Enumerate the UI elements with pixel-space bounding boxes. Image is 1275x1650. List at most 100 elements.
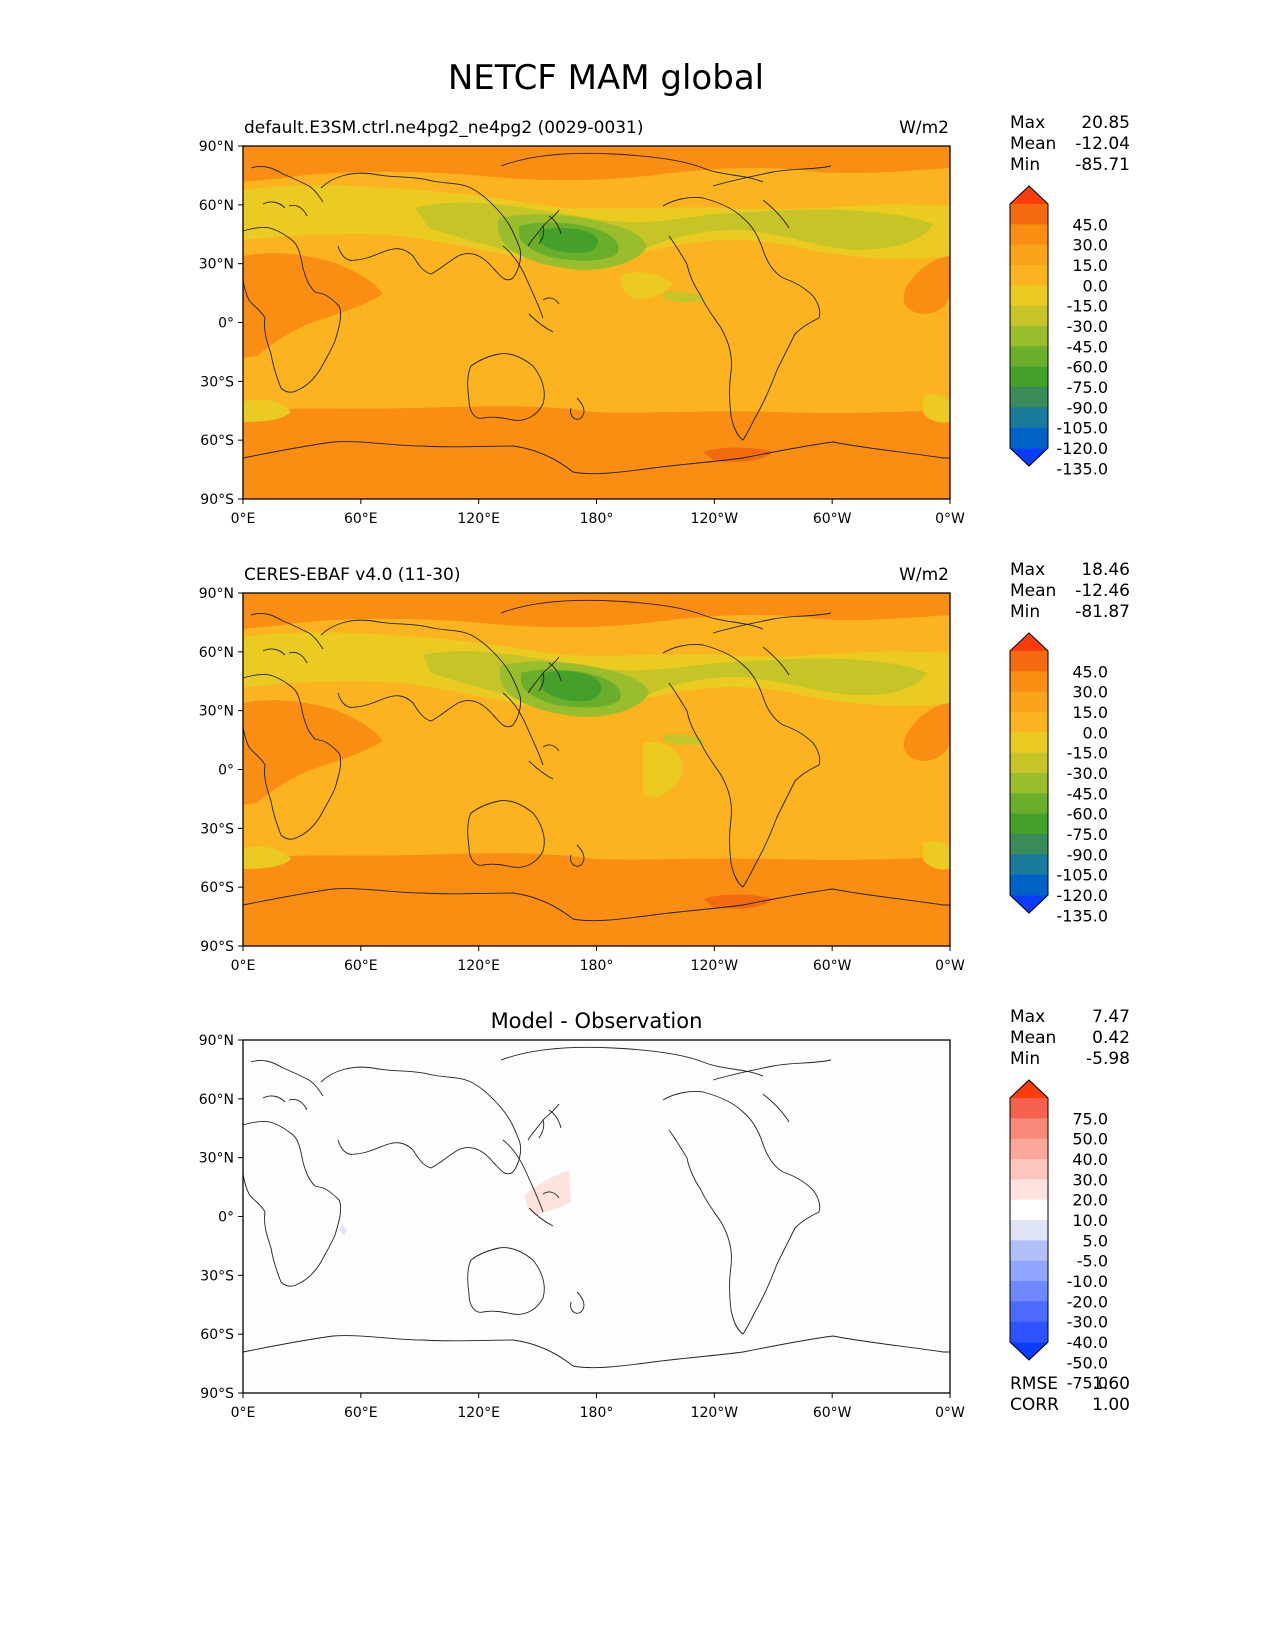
stat-label-max: Max: [1010, 113, 1045, 133]
rmse-value: 1.60: [1092, 1374, 1130, 1394]
colorbar-label: 10.0: [1072, 1211, 1108, 1230]
panel-units: W/m2: [899, 118, 949, 138]
lat-tick-label: 0°: [218, 316, 234, 332]
corr-value: 1.00: [1092, 1395, 1130, 1415]
stat-value-min: -5.98: [1086, 1049, 1130, 1069]
lon-tick-label: 0°E: [231, 511, 256, 527]
stat-label-max: Max: [1010, 560, 1045, 580]
panel-center-title: Model - Observation: [491, 1009, 703, 1033]
lat-tick-label: 90°S: [200, 939, 234, 955]
positive-anomaly-patch: [525, 1170, 571, 1216]
colorbar-segment: [1010, 204, 1048, 225]
colorbar-extend-top: [1010, 186, 1048, 204]
panel-left-title: default.E3SM.ctrl.ne4pg2_ne4pg2 (0029-00…: [244, 118, 644, 138]
panel-units: W/m2: [899, 565, 949, 585]
lat-tick-label: 0°: [218, 763, 234, 779]
colorbar-segment: [1010, 1220, 1048, 1241]
colorbar-label: -75.0: [1067, 825, 1108, 844]
colorbar-segment: [1010, 793, 1048, 815]
colorbar-segment: [1010, 1321, 1048, 1343]
colorbar-segment: [1010, 407, 1048, 429]
colorbar-label: -30.0: [1067, 1313, 1108, 1332]
colorbar-label: -120.0: [1056, 886, 1108, 905]
colorbar-segment: [1010, 834, 1048, 855]
colorbar-outline: [1009, 185, 1049, 467]
colorbar-label: -90.0: [1067, 845, 1108, 864]
colorbar-segment: [1010, 366, 1048, 388]
lon-tick-label: 120°W: [691, 511, 739, 527]
lon-tick-label: 0°W: [935, 1405, 965, 1421]
colorbar-segment: [1010, 712, 1048, 733]
corr-label: CORR: [1010, 1395, 1059, 1415]
lon-tick-label: 60°E: [344, 958, 378, 974]
colorbar-segment: [1010, 1281, 1048, 1302]
lon-tick-label: 60°E: [344, 511, 378, 527]
colorbar-segment: [1010, 691, 1048, 713]
colorbar-label: 40.0: [1072, 1150, 1108, 1169]
lon-tick-label: 180°: [580, 511, 614, 527]
stat-value-min: -81.87: [1075, 602, 1130, 622]
lat-tick-label: 90°S: [200, 1386, 234, 1402]
lat-tick-label: 0°: [218, 1210, 234, 1226]
lon-tick-label: 60°W: [813, 958, 852, 974]
colorbar-label: -75.0: [1067, 1374, 1108, 1393]
colorbar-segment: [1010, 346, 1048, 368]
colorbar-segment: [1010, 1301, 1048, 1323]
colorbar-segment: [1010, 651, 1048, 672]
colorbar-label: -45.0: [1067, 784, 1108, 803]
colorbar-2: 75.0 50.040.030.0 20.010.05.0 -5.0-10.0-20.…: [1009, 1079, 1108, 1393]
figure-title: NETCF MAM global: [448, 58, 764, 98]
lon-tick-label: 120°W: [691, 1405, 739, 1421]
lat-tick-label: 60°N: [199, 1092, 234, 1108]
colorbar-segment: [1010, 244, 1048, 266]
colorbar-label: 0.0: [1083, 276, 1108, 295]
colorbar-segment: [1010, 326, 1048, 347]
colorbar-label: -5.0: [1077, 1252, 1108, 1271]
stat-label-mean: Mean: [1010, 581, 1056, 601]
colorbar-segment: [1010, 813, 1048, 835]
contour-fills: [243, 593, 950, 946]
stat-label-mean: Mean: [1010, 134, 1056, 154]
lat-tick-label: 60°S: [200, 1327, 234, 1343]
lat-tick-label: 90°S: [200, 492, 234, 508]
lon-tick-label: 0°E: [231, 1405, 256, 1421]
colorbar-segment: [1010, 305, 1048, 327]
colorbar-segment: [1010, 1199, 1048, 1221]
rmse-label: RMSE: [1010, 1374, 1058, 1394]
stat-value-max: 20.85: [1081, 113, 1130, 133]
stat-label-mean: Mean: [1010, 1028, 1056, 1048]
lat-tick-label: 30°S: [200, 1268, 234, 1284]
colorbar-extend-bottom: [1010, 448, 1048, 466]
lat-tick-label: 30°N: [199, 704, 234, 720]
colorbar-segment: [1010, 773, 1048, 794]
colorbar-outline: [1009, 632, 1049, 914]
colorbar-label: -15.0: [1067, 744, 1108, 763]
colorbar-extend-bottom: [1010, 1342, 1048, 1360]
colorbar-label: 20.0: [1072, 1191, 1108, 1210]
colorbar-segment: [1010, 1098, 1048, 1119]
colorbar-segment: [1010, 1179, 1048, 1201]
lon-tick-label: 180°: [580, 958, 614, 974]
colorbar-1: 45.0 30.015.00.0 -15.0-30.0-45.0 -60.0-75.0…: [1009, 632, 1108, 925]
lat-tick-label: 90°N: [199, 1033, 234, 1049]
colorbar-segment: [1010, 387, 1048, 408]
lon-tick-label: 180°: [580, 1405, 614, 1421]
panel-left-title: CERES-EBAF v4.0 (11-30): [244, 565, 460, 585]
contour-fills: [243, 146, 950, 499]
lon-tick-label: 0°W: [935, 511, 965, 527]
lon-tick-label: 120°E: [457, 958, 500, 974]
colorbar-extend-top: [1010, 1080, 1048, 1098]
colorbar-label: 50.0: [1072, 1130, 1108, 1149]
colorbar-segment: [1010, 265, 1048, 286]
stat-value-mean: 0.42: [1092, 1028, 1130, 1048]
stat-label-min: Min: [1010, 602, 1040, 622]
negative-anomaly-patch: [339, 1224, 347, 1236]
colorbar-label: -15.0: [1067, 297, 1108, 316]
colorbar-segment: [1010, 671, 1048, 693]
colorbar-label: -60.0: [1067, 805, 1108, 824]
colorbar-label: -105.0: [1056, 866, 1108, 885]
colorbar-label: -30.0: [1067, 764, 1108, 783]
colorbar-label: -60.0: [1067, 358, 1108, 377]
colorbar-label: 75.0: [1072, 1109, 1108, 1128]
